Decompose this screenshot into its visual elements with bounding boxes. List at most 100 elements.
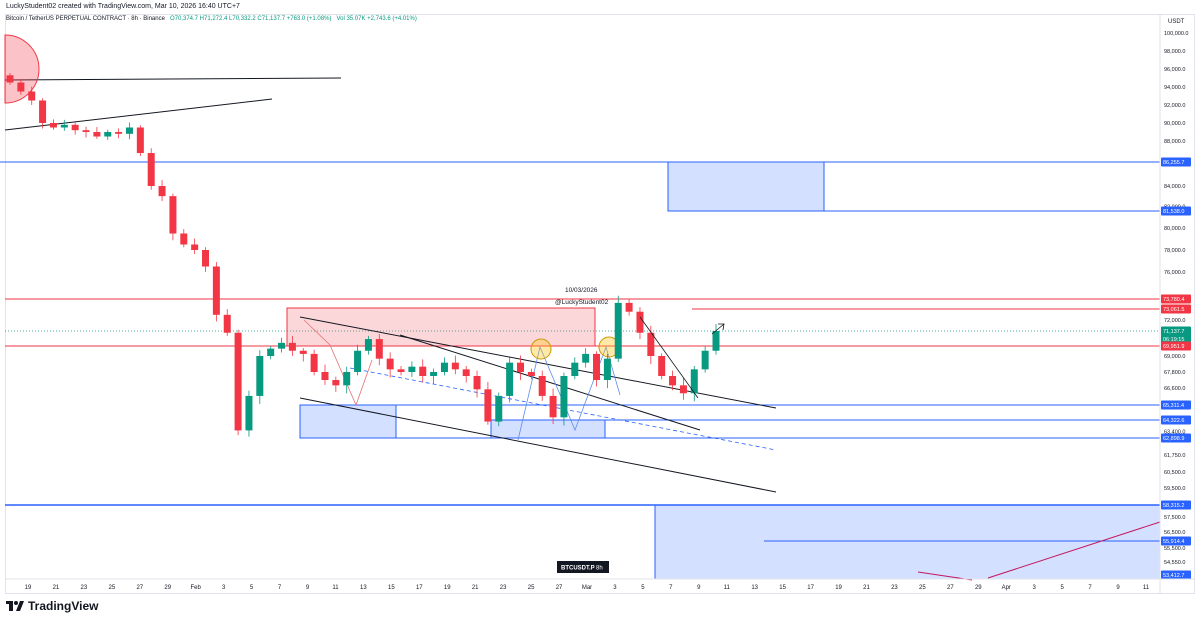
candle-body [245,395,253,431]
x-tick-label: 5 [250,585,254,591]
candle [549,388,557,424]
price-label-text: 86,255.7 [1163,160,1184,166]
demand-zone-mid [490,419,606,439]
candle-body [299,350,307,354]
candle-body [375,339,383,359]
x-tick-label: Feb [191,585,202,591]
price-label-text: 81,538.0 [1163,209,1184,215]
y-tick-label: 90,000.0 [1164,121,1185,127]
candle [701,346,709,373]
x-tick-label: 5 [1060,585,1064,591]
price-label-bg [1161,334,1191,344]
candle [278,337,286,353]
candle-body [506,362,514,396]
candle [451,355,459,375]
price-label: 86,255.7 [1161,157,1191,167]
chart-frame [5,14,1195,594]
candle [712,323,720,355]
candle [679,378,687,400]
candle [386,352,394,378]
candle [136,125,144,157]
candle-body [267,348,275,356]
candle-body [712,331,720,351]
candle [299,348,307,362]
dashed-trend-line [349,367,777,451]
trend-line [4,77,342,81]
price-label-bg [1161,536,1191,546]
candle [625,299,633,316]
y-tick-label: 96,000.0 [1164,67,1185,73]
arrow-head [718,323,725,331]
candle [582,348,590,368]
candle-body [125,127,133,134]
brand-name: TradingView [28,599,99,613]
x-tick-label: 3 [613,585,617,591]
candle [223,309,231,336]
price-label-text: 58,315.2 [1163,503,1184,509]
trend-line [639,316,699,399]
candle-body [647,332,655,356]
candle-body [256,356,264,396]
x-tick-label: 21 [472,585,479,591]
price-label-text: 64,322.6 [1163,418,1184,424]
price-label-text: 65,311.4 [1163,403,1184,409]
price-label-text: 06:19:15 [1163,337,1184,343]
x-tick-label: 13 [360,585,367,591]
candle-body [93,132,101,137]
candle [408,361,416,377]
candle-body [679,385,687,394]
price-chart[interactable]: 10/03/2026 @LuckyStudent02 BTCUSDT.P 8h USDT… [0,0,1200,596]
x-tick-label: 11 [332,585,339,591]
candle [115,128,123,139]
candle [104,129,112,140]
x-tick-label: 15 [388,585,395,591]
candle [180,229,188,248]
price-label: 65,311.4 [1161,400,1191,410]
y-tick-label: 98,000.0 [1164,49,1185,55]
candle-body [538,376,546,396]
price-label: 55,914.4 [1161,536,1191,546]
candle [245,390,253,437]
candle-body [71,124,79,131]
candle [419,359,427,383]
candle [506,357,514,403]
candle-body [212,266,220,315]
candle [527,368,535,380]
x-tick-label: 23 [500,585,507,591]
x-tick-label: 3 [1033,585,1037,591]
x-tick-label: 27 [136,585,143,591]
x-tick-label: 29 [164,585,171,591]
price-label: 06:19:15 [1161,334,1191,344]
candle [82,126,90,138]
tradingview-brand[interactable]: TradingView [6,599,98,613]
candle [354,344,362,376]
candle [614,295,622,362]
y-tick-label: 88,000.0 [1164,139,1185,145]
price-label: 81,538.0 [1161,206,1191,216]
candle-body [386,358,394,370]
symbol-line[interactable]: Bitcoin / TetherUS PERPETUAL CONTRACT · … [6,16,165,22]
candle-body [234,332,242,431]
candle [495,392,503,427]
candle [690,366,698,402]
price-label-bg [1161,341,1191,351]
x-tick-label: 7 [278,585,282,591]
interval-badge-text: 8h [596,566,603,572]
price-label-bg [1161,400,1191,410]
trend-line [4,98,273,131]
price-label-text: 73,061.5 [1163,307,1184,313]
candle-body [614,302,622,359]
x-tick-label: 25 [109,585,116,591]
price-label-bg [1161,206,1191,216]
candle [310,349,318,376]
y-tick-label: 100,000.0 [1164,31,1188,37]
y-tick-label: 54,550.0 [1164,560,1185,566]
candle [169,193,177,241]
candle [484,382,492,425]
y-tick-label: 76,000.0 [1164,270,1185,276]
candle [462,366,470,383]
price-label: 58,315.2 [1161,500,1191,510]
candle-body [6,75,14,83]
x-tick-label: 19 [25,585,32,591]
x-tick-label: 3 [222,585,226,591]
